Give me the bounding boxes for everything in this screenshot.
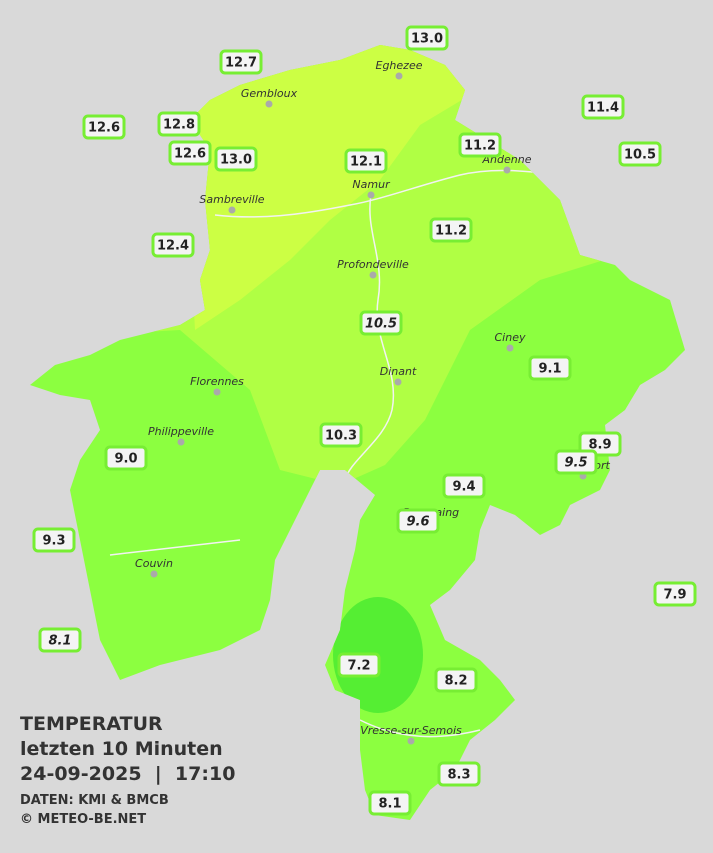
station-box bbox=[653, 581, 697, 607]
datetime: 24-09-2025 | 17:10 bbox=[20, 763, 235, 785]
station-label: 7.9 bbox=[663, 588, 686, 603]
town-dot bbox=[213, 388, 221, 396]
station-label: 8.9 bbox=[588, 438, 611, 453]
station-box bbox=[104, 445, 148, 471]
station-box bbox=[396, 508, 440, 534]
town-name: Florennes bbox=[190, 375, 244, 388]
town-dot bbox=[177, 438, 185, 446]
station-label: 9.6 bbox=[406, 515, 429, 530]
station-box bbox=[554, 449, 598, 475]
station-box bbox=[429, 217, 473, 243]
station-box bbox=[359, 310, 403, 336]
town-name: Ciney bbox=[495, 331, 526, 344]
town-dot bbox=[394, 378, 402, 386]
station-label: 11.4 bbox=[587, 101, 619, 116]
station-label: 9.0 bbox=[114, 452, 137, 467]
town-name: Sambreville bbox=[199, 193, 264, 206]
town-name: Namur bbox=[352, 178, 391, 191]
station-box bbox=[581, 94, 625, 120]
copyright: © METEO-BE.NET bbox=[20, 812, 146, 827]
station-box bbox=[437, 761, 481, 787]
station-label: 10.5 bbox=[365, 317, 397, 332]
station-box bbox=[157, 111, 201, 137]
station-label: 12.8 bbox=[163, 118, 195, 133]
town-dot bbox=[407, 737, 415, 745]
source: DATEN: KMI & BMCB bbox=[20, 793, 169, 808]
station-label: 8.1 bbox=[48, 634, 71, 649]
station-box bbox=[344, 148, 388, 174]
town-name: Philippeville bbox=[148, 425, 214, 438]
station-box bbox=[219, 49, 263, 75]
town-dot bbox=[503, 166, 511, 174]
town-name: Dinant bbox=[380, 365, 417, 378]
subtitle: letzten 10 Minuten bbox=[20, 738, 223, 760]
station-label: 12.1 bbox=[350, 155, 382, 170]
town-dot bbox=[228, 206, 236, 214]
town-name: Vresse-sur-Semois bbox=[360, 724, 462, 737]
station-box bbox=[458, 132, 502, 158]
station-box bbox=[337, 652, 381, 678]
station-label: 11.2 bbox=[464, 139, 496, 154]
town-name: Couvin bbox=[135, 557, 173, 570]
station-label: 12.6 bbox=[88, 121, 120, 136]
station-label: 8.2 bbox=[444, 674, 467, 689]
station-label: 13.0 bbox=[220, 153, 252, 168]
station-box bbox=[214, 146, 258, 172]
station-box bbox=[442, 473, 486, 499]
station-label: 12.4 bbox=[157, 239, 189, 254]
station-box bbox=[405, 25, 449, 51]
station-label: 7.2 bbox=[347, 659, 370, 674]
station-label: 12.6 bbox=[174, 147, 206, 162]
station-label: 12.7 bbox=[225, 56, 257, 71]
town-name: Gembloux bbox=[241, 87, 298, 100]
station-label: 9.5 bbox=[564, 456, 587, 471]
station-box bbox=[82, 114, 126, 140]
station-label: 8.3 bbox=[447, 768, 470, 783]
town-name: Profondeville bbox=[337, 258, 409, 271]
station-box bbox=[151, 232, 195, 258]
station-box bbox=[368, 790, 412, 816]
town-dot bbox=[367, 191, 375, 199]
town-dot bbox=[369, 271, 377, 279]
station-label: 10.3 bbox=[325, 429, 357, 444]
station-label: 9.4 bbox=[452, 480, 475, 495]
station-label: 8.1 bbox=[378, 797, 401, 812]
station-box bbox=[528, 355, 572, 381]
station-box bbox=[319, 422, 363, 448]
station-box bbox=[32, 527, 76, 553]
town-dot bbox=[506, 344, 514, 352]
town-name: Eghezee bbox=[376, 59, 423, 72]
station-box bbox=[168, 140, 212, 166]
town-dot bbox=[395, 72, 403, 80]
station-box bbox=[434, 667, 478, 693]
title: TEMPERATUR bbox=[20, 713, 163, 735]
town-dot bbox=[150, 570, 158, 578]
station-label: 9.3 bbox=[42, 534, 65, 549]
station-label: 9.1 bbox=[538, 362, 561, 377]
station-label: 13.0 bbox=[411, 32, 443, 47]
station-box bbox=[618, 141, 662, 167]
station-label: 11.2 bbox=[435, 224, 467, 239]
town-dot bbox=[265, 100, 273, 108]
station-box bbox=[38, 627, 82, 653]
station-label: 10.5 bbox=[624, 148, 656, 163]
stations: 13.0 12.7 11.4 12.6 12.8 11.2 10.5 12.6 13.0 12.1… bbox=[32, 25, 697, 816]
